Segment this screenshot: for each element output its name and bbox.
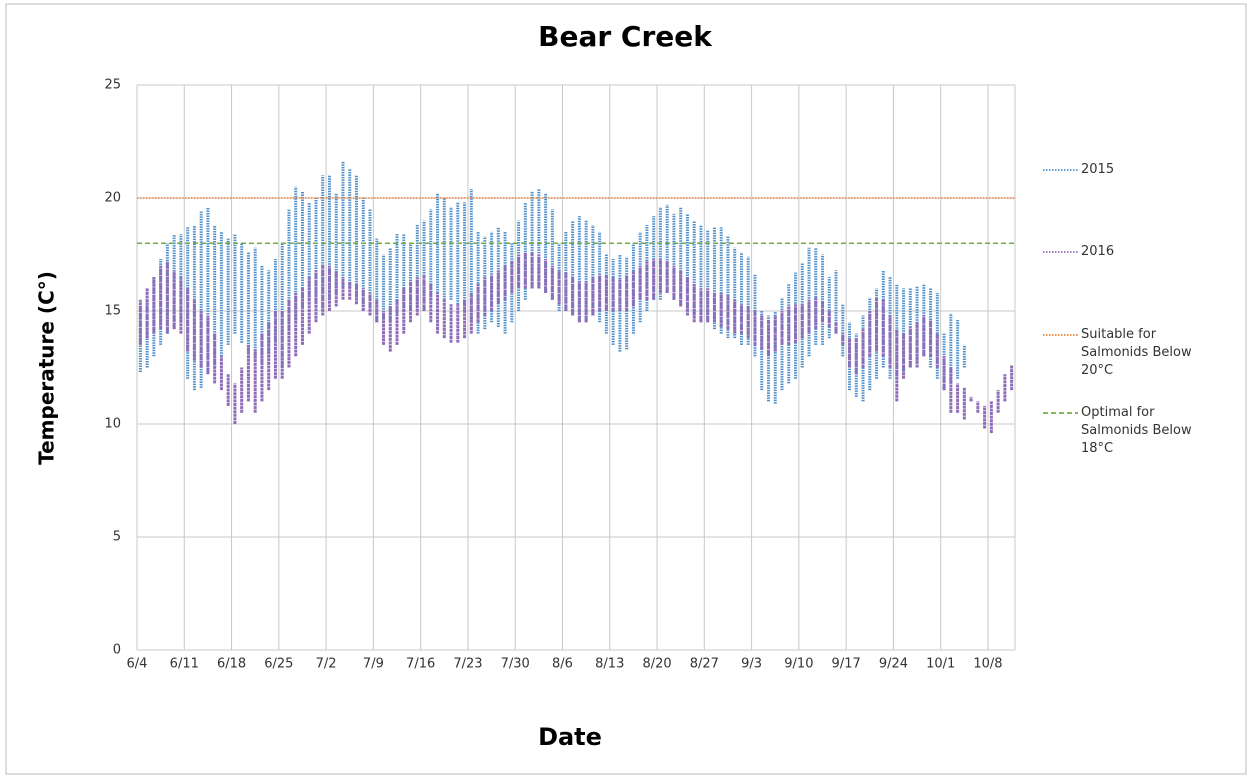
y-tick-label: 20 xyxy=(104,191,121,206)
x-tick-label: 8/6 xyxy=(552,657,573,672)
y-axis-label: Temperature (C°) xyxy=(35,271,59,465)
x-tick-label: 7/30 xyxy=(501,657,530,672)
x-tick-label: 9/24 xyxy=(879,657,908,672)
legend-label: 2015 xyxy=(1081,162,1115,177)
x-tick-label: 8/20 xyxy=(642,657,671,672)
x-tick-label: 10/1 xyxy=(926,657,955,672)
x-tick-label: 7/2 xyxy=(316,657,337,672)
chart-title: Bear Creek xyxy=(538,20,713,53)
x-axis-label: Date xyxy=(538,723,602,751)
x-tick-label: 6/25 xyxy=(264,657,293,672)
legend-label: 2016 xyxy=(1081,244,1115,259)
y-tick-label: 15 xyxy=(104,304,121,319)
x-tick-label: 8/13 xyxy=(595,657,624,672)
x-tick-label: 8/27 xyxy=(690,657,719,672)
x-tick-label: 10/8 xyxy=(973,657,1002,672)
y-tick-label: 10 xyxy=(104,417,121,432)
legend-label: Optimal for Salmonids Below 18°C xyxy=(1081,405,1192,456)
y-tick-label: 5 xyxy=(113,530,121,545)
x-tick-label: 7/23 xyxy=(453,657,482,672)
x-tick-label: 6/4 xyxy=(127,657,148,672)
chart-frame xyxy=(5,3,1247,775)
legend-label: Suitable for Salmonids Below 20°C xyxy=(1081,327,1192,378)
x-tick-label: 7/16 xyxy=(406,657,435,672)
x-tick-label: 9/10 xyxy=(784,657,813,672)
y-tick-label: 0 xyxy=(113,643,121,658)
x-tick-label: 6/11 xyxy=(170,657,199,672)
x-tick-label: 9/3 xyxy=(741,657,762,672)
x-tick-label: 7/9 xyxy=(363,657,384,672)
y-tick-label: 25 xyxy=(104,78,121,93)
x-tick-label: 9/17 xyxy=(832,657,861,672)
x-tick-label: 6/18 xyxy=(217,657,246,672)
